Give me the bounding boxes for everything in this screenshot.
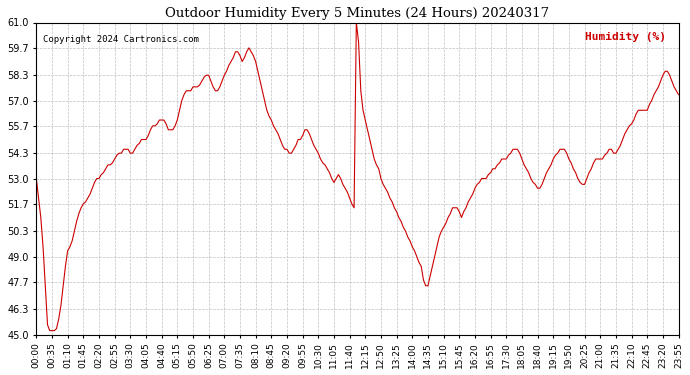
Text: Copyright 2024 Cartronics.com: Copyright 2024 Cartronics.com [43,35,199,44]
Text: Humidity (%): Humidity (%) [584,32,666,42]
Title: Outdoor Humidity Every 5 Minutes (24 Hours) 20240317: Outdoor Humidity Every 5 Minutes (24 Hou… [166,7,549,20]
